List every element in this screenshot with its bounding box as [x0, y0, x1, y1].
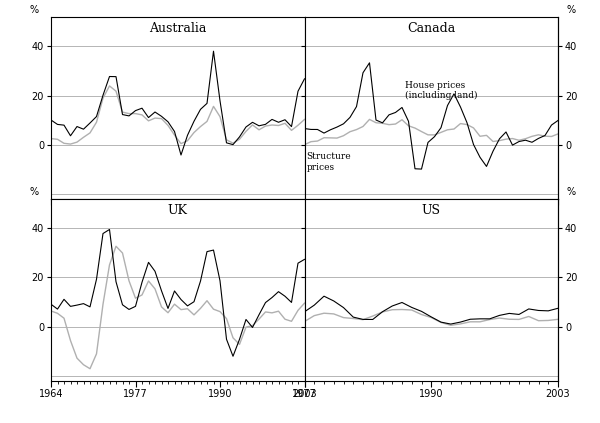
Text: %: % — [29, 5, 38, 15]
Text: House prices
(including land): House prices (including land) — [405, 81, 478, 100]
Text: %: % — [566, 187, 576, 197]
Text: Australia: Australia — [149, 22, 206, 36]
Text: %: % — [29, 187, 38, 197]
Text: Structure
prices: Structure prices — [307, 152, 351, 171]
Text: Canada: Canada — [407, 22, 455, 36]
Text: UK: UK — [168, 204, 188, 217]
Text: US: US — [422, 204, 441, 217]
Text: %: % — [566, 5, 576, 15]
